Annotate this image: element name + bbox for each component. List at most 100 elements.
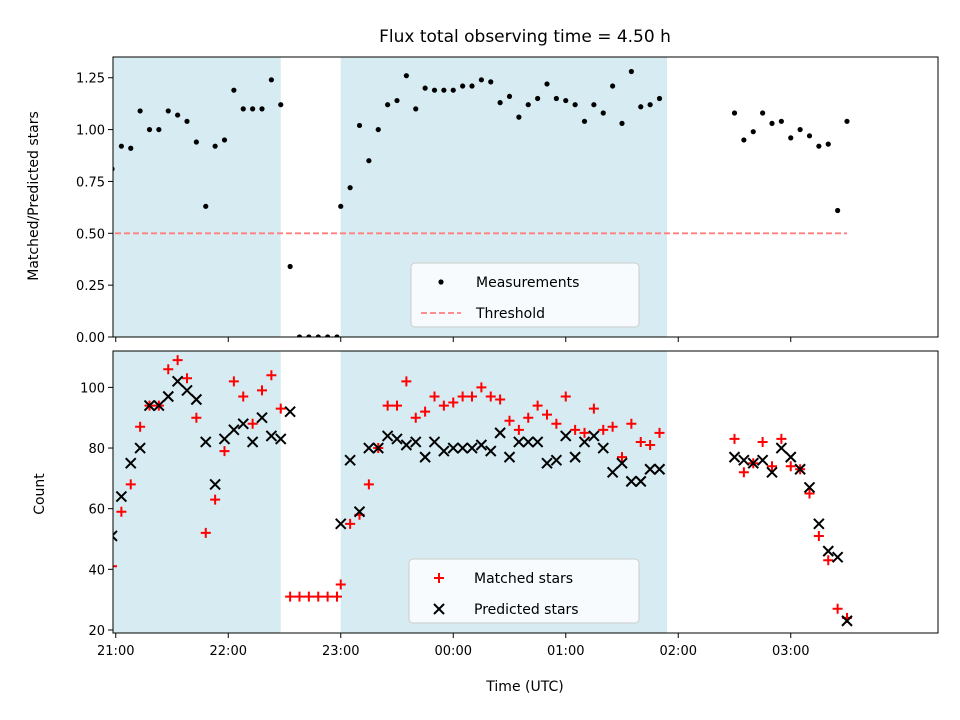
data-point xyxy=(422,85,428,91)
data-point xyxy=(563,97,569,104)
data-point xyxy=(588,403,599,414)
data-point xyxy=(212,143,218,149)
data-point xyxy=(504,415,515,426)
data-point xyxy=(375,126,381,133)
legend-marker xyxy=(438,279,444,285)
data-point xyxy=(200,436,212,448)
data-point xyxy=(200,527,211,538)
data-point xyxy=(162,390,174,403)
data-point xyxy=(738,454,750,466)
data-point xyxy=(522,436,534,448)
x-tick-label: 23:00 xyxy=(322,644,359,659)
data-point xyxy=(619,120,625,126)
data-point xyxy=(503,451,516,463)
data-point xyxy=(457,391,468,402)
data-point xyxy=(181,384,193,397)
data-point xyxy=(825,141,831,147)
data-point xyxy=(450,87,456,93)
legend-label: Threshold xyxy=(475,306,545,322)
y-tick-label: 60 xyxy=(88,503,105,518)
data-point xyxy=(266,370,277,381)
data-point xyxy=(419,451,431,463)
data-point xyxy=(431,87,438,93)
data-point xyxy=(729,433,740,444)
chart-title: Flux total observing time = 4.50 h xyxy=(379,27,671,47)
data-point xyxy=(513,424,524,435)
data-point xyxy=(363,442,375,454)
data-point xyxy=(513,436,525,448)
data-point xyxy=(238,391,249,402)
data-point xyxy=(356,122,363,129)
data-point xyxy=(171,375,184,388)
data-point xyxy=(542,409,552,420)
data-point xyxy=(803,481,816,494)
data-point xyxy=(516,114,522,120)
data-point xyxy=(456,442,469,454)
data-point xyxy=(635,475,647,488)
data-point xyxy=(551,418,562,429)
data-point xyxy=(591,102,597,108)
data-point xyxy=(776,433,787,444)
data-point xyxy=(448,397,459,408)
data-point xyxy=(816,143,822,149)
x-tick-label: 01:00 xyxy=(547,644,584,659)
data-point xyxy=(578,436,591,448)
data-point xyxy=(831,551,844,563)
data-point xyxy=(113,530,118,542)
data-point xyxy=(794,463,806,475)
data-point xyxy=(193,139,199,145)
data-point xyxy=(478,77,484,83)
data-point xyxy=(135,421,146,432)
data-point xyxy=(128,145,134,151)
data-point xyxy=(823,555,834,566)
legend-label: Predicted stars xyxy=(474,602,579,618)
y-tick-label: 20 xyxy=(88,624,105,639)
data-point xyxy=(392,400,402,411)
data-point xyxy=(257,385,267,396)
data-point xyxy=(372,442,384,454)
data-point xyxy=(347,185,353,191)
legend-box xyxy=(408,558,640,624)
data-point xyxy=(579,427,590,438)
data-point xyxy=(246,436,259,448)
data-point xyxy=(778,118,784,124)
data-point xyxy=(125,457,137,469)
data-point xyxy=(600,110,606,116)
data-point xyxy=(191,412,202,423)
data-point xyxy=(635,436,646,447)
data-point xyxy=(588,430,600,442)
data-point xyxy=(813,530,824,541)
x-tick-label: 22:00 xyxy=(210,644,247,659)
legend-marker xyxy=(434,573,444,583)
data-point xyxy=(570,424,581,435)
y-tick-label: 0.75 xyxy=(76,175,105,190)
data-point xyxy=(638,104,644,110)
data-point xyxy=(268,77,274,83)
data-point xyxy=(382,400,393,411)
data-point xyxy=(553,95,559,102)
data-point xyxy=(844,118,850,124)
data-point xyxy=(394,97,400,104)
legend-marker xyxy=(433,603,445,615)
data-point xyxy=(560,391,571,402)
data-point xyxy=(146,126,153,133)
data-point xyxy=(541,457,553,469)
data-point xyxy=(525,102,531,108)
data-point xyxy=(628,68,634,75)
data-point xyxy=(769,120,775,126)
data-point xyxy=(125,479,136,490)
data-point xyxy=(303,591,314,602)
data-point xyxy=(353,506,366,518)
y-tick-label: 40 xyxy=(88,563,105,578)
panel-ratio: 0.00 0.25 0.50 0.75 1.00 1.25 Measurements Thre… xyxy=(76,56,939,346)
data-point xyxy=(306,334,312,337)
data-point xyxy=(391,433,403,445)
data-point xyxy=(597,442,609,454)
data-point xyxy=(497,100,503,106)
x-axis-label: Time (UTC) xyxy=(485,679,563,695)
data-point xyxy=(806,133,813,139)
data-point xyxy=(647,102,653,108)
data-point xyxy=(296,334,303,337)
data-point xyxy=(385,102,391,108)
data-point xyxy=(532,400,543,411)
